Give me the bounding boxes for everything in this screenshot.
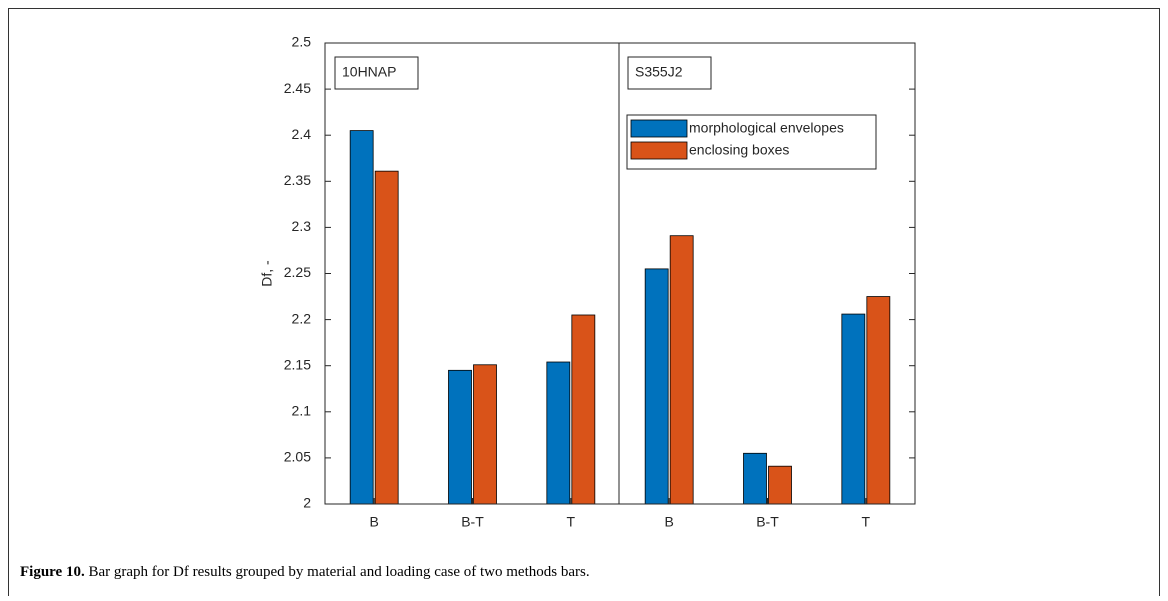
y-tick-label: 2 <box>303 495 311 511</box>
x-tick-label: T <box>862 514 871 530</box>
figure-frame <box>8 8 1160 596</box>
legend-swatch <box>630 119 688 138</box>
legend-label: morphological envelopes <box>689 120 844 136</box>
y-tick-label: 2.1 <box>292 403 312 419</box>
y-tick-label: 2.5 <box>292 34 312 50</box>
y-tick-label: 2.2 <box>292 310 312 326</box>
bar <box>866 296 891 505</box>
bar <box>669 235 694 505</box>
group-label-box <box>334 56 419 90</box>
y-tick-label: 2.45 <box>284 80 311 96</box>
figure-caption: Figure 10. Bar graph for Df results grou… <box>20 564 590 580</box>
bar <box>473 364 497 505</box>
plot-frame <box>324 42 916 505</box>
legend-label: enclosing boxes <box>689 142 789 158</box>
caption-label: Figure 10. <box>20 564 85 580</box>
x-tick-label: B-T <box>461 514 484 530</box>
legend-swatch <box>630 141 688 160</box>
y-tick-label: 2.3 <box>292 218 312 234</box>
y-tick-label: 2.25 <box>284 264 311 280</box>
bar <box>448 369 472 505</box>
y-tick-label: 2.35 <box>284 172 311 188</box>
x-tick-label: B-T <box>756 514 779 530</box>
bar <box>546 361 571 505</box>
bar <box>743 452 767 505</box>
bar <box>349 130 374 505</box>
x-tick-label: B <box>369 514 378 530</box>
bar <box>841 313 866 505</box>
bar <box>571 314 596 505</box>
group-label: S355J2 <box>635 64 683 80</box>
group-label: 10HNAP <box>342 64 396 80</box>
bar <box>644 268 669 505</box>
x-tick-label: T <box>567 514 576 530</box>
x-tick-label: B <box>664 514 673 530</box>
y-tick-label: 2.15 <box>284 356 311 372</box>
bar <box>374 170 399 505</box>
y-tick-label: 2.05 <box>284 449 311 465</box>
bar <box>768 465 792 505</box>
y-axis-label: Df, - <box>259 260 275 287</box>
caption-text: Bar graph for Df results grouped by mate… <box>85 564 590 580</box>
y-tick-label: 2.4 <box>292 126 312 142</box>
group-label-box <box>627 56 712 90</box>
